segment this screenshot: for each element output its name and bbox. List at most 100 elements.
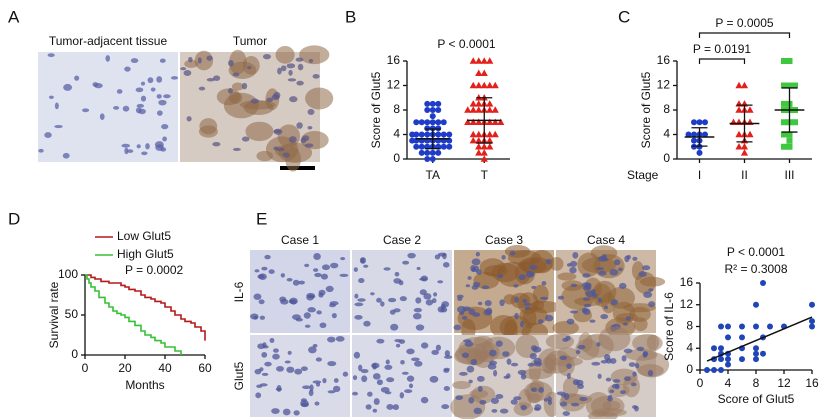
nucleus	[513, 396, 522, 401]
image-label: Tumor	[233, 34, 267, 48]
stain	[465, 347, 486, 366]
nucleus	[241, 82, 248, 90]
case-label: Case 1	[281, 233, 319, 247]
nucleus	[273, 129, 281, 134]
nucleus	[559, 401, 568, 407]
panel-label: D	[8, 209, 20, 228]
nucleus	[156, 110, 163, 116]
nucleus	[510, 362, 519, 367]
nucleus	[150, 87, 156, 92]
nucleus	[563, 393, 570, 400]
nucleus	[253, 293, 262, 300]
nucleus	[607, 397, 613, 402]
nucleus	[198, 86, 206, 91]
stain	[545, 333, 575, 350]
nucleus	[197, 57, 202, 64]
nucleus	[441, 301, 450, 308]
point	[753, 356, 759, 363]
point	[740, 81, 749, 89]
nucleus	[441, 404, 450, 410]
nucleus	[159, 58, 166, 63]
point	[424, 100, 431, 107]
nucleus	[295, 57, 304, 62]
point	[418, 119, 425, 126]
nucleus	[206, 78, 215, 82]
point	[725, 361, 731, 368]
point	[413, 119, 420, 126]
x-axis-label: Stage	[627, 168, 659, 182]
nucleus	[543, 398, 549, 402]
nucleus	[352, 375, 358, 381]
nucleus	[386, 404, 394, 410]
point	[767, 323, 773, 330]
nucleus	[597, 373, 602, 379]
nucleus	[213, 75, 221, 81]
point	[760, 350, 766, 357]
nucleus	[312, 343, 318, 348]
point	[435, 100, 442, 107]
nucleus	[359, 257, 366, 264]
nucleus	[393, 278, 402, 284]
nucleus	[352, 391, 359, 396]
nucleus	[259, 315, 266, 320]
point	[781, 131, 787, 138]
annotation: P < 0.0001	[727, 245, 785, 259]
nucleus	[510, 399, 518, 405]
y-axis-label: Score of IL-6	[662, 292, 676, 361]
nucleus	[320, 273, 329, 280]
nucleus	[569, 266, 577, 274]
annotation: P = 0.0005	[715, 16, 773, 30]
nucleus	[282, 152, 291, 158]
point	[486, 130, 494, 138]
y-tick-label: 50	[65, 307, 79, 321]
nucleus	[443, 369, 450, 373]
point	[429, 107, 436, 113]
nucleus	[461, 315, 468, 320]
point	[480, 69, 488, 77]
nucleus	[648, 301, 656, 308]
nucleus	[158, 99, 167, 106]
nucleus	[124, 147, 129, 155]
nucleus	[473, 407, 482, 415]
point	[497, 118, 505, 126]
point	[486, 118, 494, 126]
nucleus	[582, 285, 592, 291]
nucleus	[287, 78, 297, 82]
nucleus	[333, 378, 339, 383]
nucleus	[282, 408, 291, 416]
stain	[629, 306, 651, 322]
point	[446, 131, 453, 138]
nucleus	[525, 270, 534, 278]
x-tick-label: T	[481, 168, 489, 182]
point	[753, 350, 759, 357]
error-bar	[424, 128, 441, 150]
stain	[585, 391, 612, 418]
point	[480, 57, 488, 64]
nucleus	[367, 391, 373, 397]
nucleus	[597, 297, 602, 303]
error-bar	[691, 127, 708, 147]
micrograph	[38, 52, 179, 162]
nucleus	[300, 400, 309, 407]
nucleus	[596, 267, 604, 271]
nucleus	[523, 302, 532, 306]
nucleus	[124, 66, 131, 72]
point	[792, 82, 798, 89]
nucleus	[636, 346, 645, 352]
micrograph	[180, 45, 334, 172]
nucleus	[319, 322, 327, 328]
nucleus	[130, 58, 139, 64]
nucleus	[443, 385, 451, 391]
nucleus	[483, 309, 493, 316]
nucleus	[376, 297, 382, 303]
point	[781, 100, 787, 107]
nucleus	[261, 372, 269, 376]
point	[440, 131, 447, 138]
nucleus	[477, 301, 483, 306]
nucleus	[92, 82, 99, 87]
point	[424, 149, 431, 156]
point	[475, 69, 483, 77]
nucleus	[420, 396, 429, 404]
nucleus	[399, 296, 407, 302]
nucleus	[518, 274, 526, 281]
